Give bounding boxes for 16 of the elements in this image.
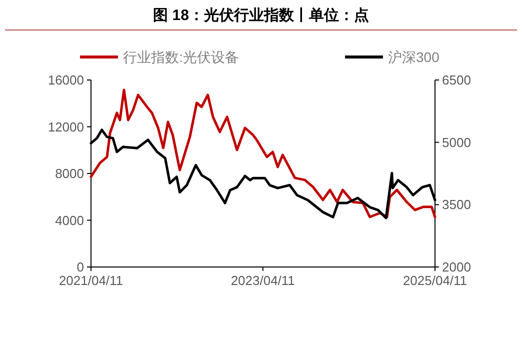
x-tick-label: 2023/04/11 (230, 273, 295, 288)
y2-tick-label: 6500 (442, 72, 471, 88)
legend-label: 沪深300 (388, 49, 440, 65)
y-tick-label: 8000 (55, 166, 84, 181)
x-tick-label: 2021/04/11 (58, 273, 124, 288)
y-tick-label: 12000 (48, 119, 84, 134)
x-tick-label: 2025/04/11 (402, 273, 468, 288)
y-tick-label: 16000 (48, 72, 84, 88)
y2-tick-label: 5000 (442, 134, 471, 150)
chart-title: 图 18：光伏行业指数丨单位：点 (153, 7, 369, 24)
y2-tick-label: 2000 (442, 260, 471, 274)
y-tick-label: 0 (76, 260, 84, 274)
legend-label: 行业指数:光伏设备 (123, 49, 239, 65)
line-series (90, 88, 436, 218)
y2-tick-label: 3500 (442, 197, 471, 212)
y-tick-label: 4000 (55, 212, 84, 228)
